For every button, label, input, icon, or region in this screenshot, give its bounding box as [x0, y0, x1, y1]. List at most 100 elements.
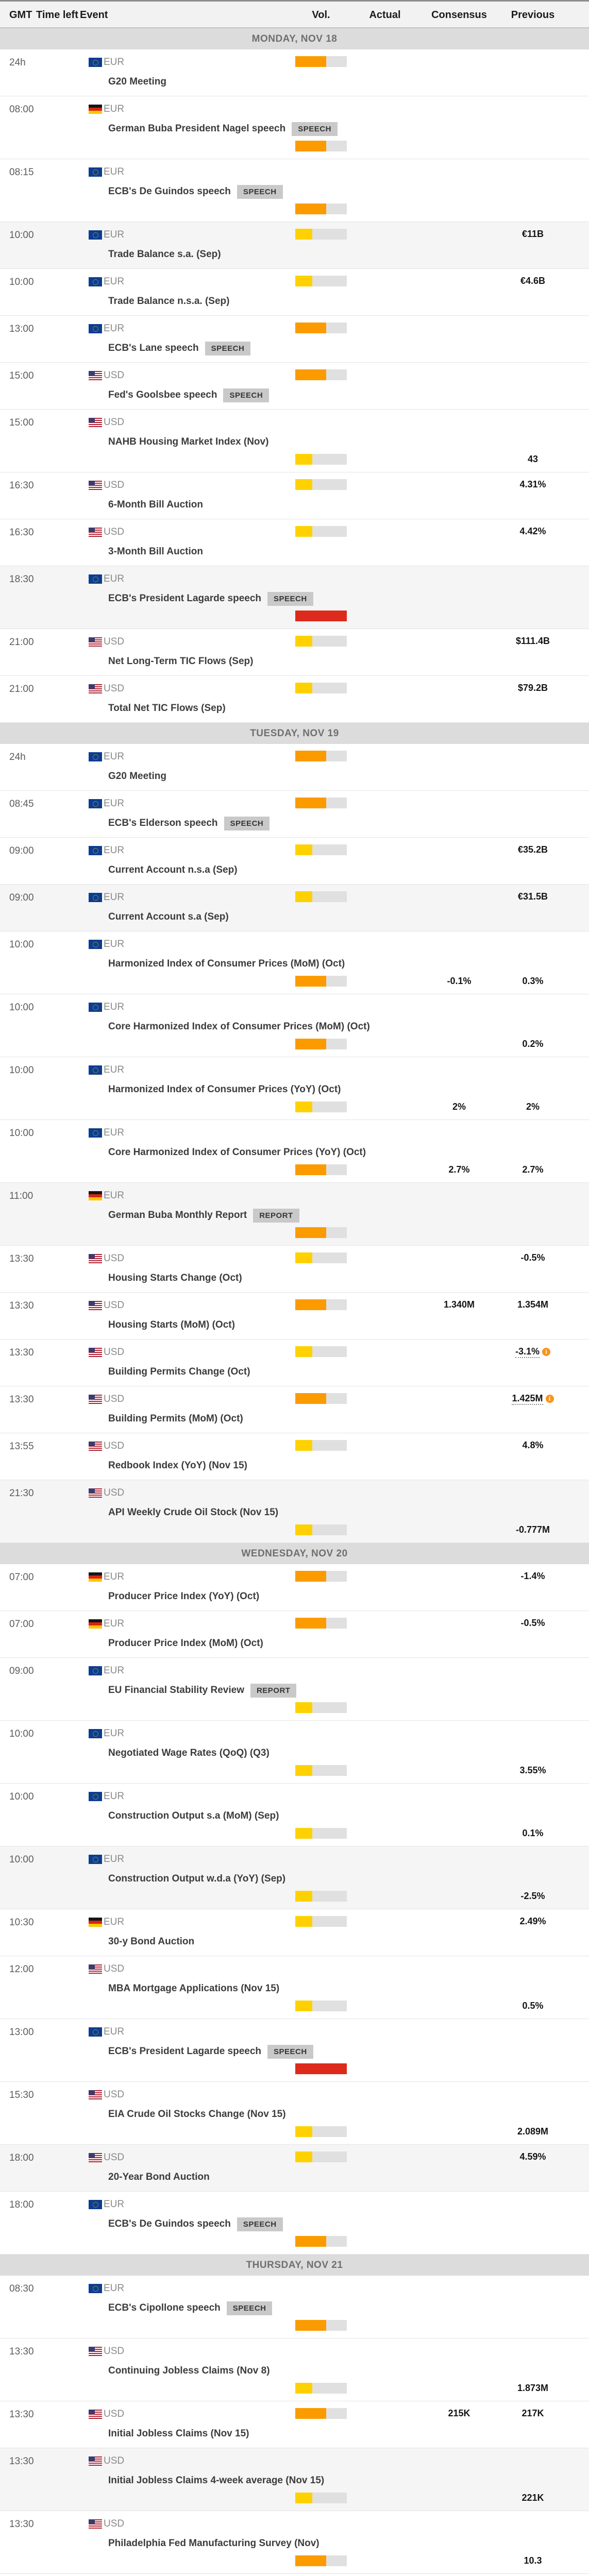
- event-name[interactable]: Current Account s.a (Sep): [108, 911, 229, 922]
- event-name[interactable]: ECB's De Guindos speech: [108, 2218, 231, 2229]
- event-name[interactable]: Core Harmonized Index of Consumer Prices…: [108, 1147, 366, 1158]
- event-row: 12:00 USD MBA Mortgage Applications (Nov 1…: [0, 1956, 589, 2019]
- row-values: 2.7% 2.7%: [0, 1164, 589, 1176]
- event-name[interactable]: ECB's Lane speech: [108, 343, 199, 353]
- event-name[interactable]: API Weekly Crude Oil Stock (Nov 15): [108, 1507, 279, 1518]
- speech-badge: SPEECH: [292, 122, 338, 136]
- event-name[interactable]: Net Long-Term TIC Flows (Sep): [108, 656, 254, 667]
- event-name[interactable]: G20 Meeting: [108, 76, 166, 87]
- event-row: 10:00 EUR Construction Output w.d.a (YoY) …: [0, 1846, 589, 1909]
- currency-line: USD: [89, 1963, 589, 1975]
- us-flag-icon: [89, 2456, 102, 2466]
- event-name[interactable]: Redbook Index (YoY) (Nov 15): [108, 1460, 247, 1471]
- event-row: 09:00 EUR EU Financial Stability Review REP…: [0, 1658, 589, 1721]
- event-name[interactable]: ECB's President Lagarde speech: [108, 2046, 262, 2057]
- currency-label: USD: [104, 1347, 125, 1358]
- row-values: 2% 2%: [0, 1101, 589, 1113]
- event-name[interactable]: Producer Price Index (MoM) (Oct): [108, 1638, 263, 1649]
- currency-line: USD: [89, 2518, 589, 2530]
- event-name[interactable]: EU Financial Stability Review: [108, 1685, 244, 1696]
- currency-line: USD: [89, 1252, 589, 1265]
- event-name[interactable]: Harmonized Index of Consumer Prices (MoM…: [108, 958, 345, 969]
- event-name[interactable]: Initial Jobless Claims 4-week average (N…: [108, 2475, 325, 2486]
- currency-line: EUR: [89, 751, 589, 763]
- previous-value: -2.5%: [520, 1891, 545, 1901]
- volatility-bar: [295, 2151, 347, 2162]
- report-badge: REPORT: [253, 1208, 299, 1223]
- volatility-fill: [295, 798, 326, 808]
- event-title-line: MBA Mortgage Applications (Nov 15): [108, 1981, 589, 1996]
- row-values: 0.2%: [0, 1039, 589, 1050]
- us-flag-icon: [89, 418, 102, 427]
- info-icon[interactable]: i: [542, 1348, 551, 1356]
- event-time: 13:30: [9, 1300, 34, 1311]
- event-name[interactable]: Housing Starts Change (Oct): [108, 1273, 242, 1283]
- previous-value-text[interactable]: -3.1%: [515, 1346, 540, 1358]
- event-name[interactable]: Philadelphia Fed Manufacturing Survey (N…: [108, 2538, 319, 2549]
- volatility-bar: [295, 2236, 347, 2247]
- event-name[interactable]: ECB's President Lagarde speech: [108, 593, 262, 604]
- previous-value: 2.7%: [522, 1164, 544, 1175]
- event-name[interactable]: Current Account n.s.a (Sep): [108, 865, 238, 875]
- event-name[interactable]: Harmonized Index of Consumer Prices (YoY…: [108, 1084, 341, 1095]
- volatility-bar: [295, 976, 347, 987]
- event-row: 10:00 EUR Core Harmonized Index of Consume…: [0, 994, 589, 1057]
- us-flag-icon: [89, 528, 102, 537]
- day-separator: WEDNESDAY, NOV 20: [0, 1543, 589, 1564]
- row-values: $79.2B: [0, 683, 589, 694]
- event-name[interactable]: EIA Crude Oil Stocks Change (Nov 15): [108, 2109, 286, 2120]
- event-row: 21:30 USD API Weekly Crude Oil Stock (Nov …: [0, 1480, 589, 1543]
- event-name[interactable]: ECB's De Guindos speech: [108, 186, 231, 197]
- previous-value-text[interactable]: 1.425M: [512, 1393, 543, 1405]
- row-values: -2.5%: [0, 1891, 589, 1902]
- event-time: 24h: [9, 57, 26, 68]
- event-row: 08:00 EUR German Buba President Nagel spee…: [0, 96, 589, 159]
- event-name[interactable]: NAHB Housing Market Index (Nov): [108, 436, 269, 447]
- volatility-fill: [295, 229, 312, 240]
- event-name[interactable]: Building Permits (MoM) (Oct): [108, 1413, 243, 1424]
- event-name[interactable]: G20 Meeting: [108, 771, 166, 782]
- event-name[interactable]: ECB's Cipollone speech: [108, 2302, 221, 2313]
- event-name[interactable]: Trade Balance s.a. (Sep): [108, 249, 221, 260]
- event-name[interactable]: German Buba President Nagel speech: [108, 123, 286, 134]
- event-time: 15:00: [9, 417, 34, 428]
- event-name[interactable]: 3-Month Bill Auction: [108, 546, 203, 557]
- event-name[interactable]: Fed's Goolsbee speech: [108, 389, 217, 400]
- event-name[interactable]: ECB's Elderson speech: [108, 818, 218, 828]
- event-name[interactable]: Initial Jobless Claims (Nov 15): [108, 2428, 249, 2439]
- event-name[interactable]: MBA Mortgage Applications (Nov 15): [108, 1983, 280, 1994]
- event-name[interactable]: Housing Starts (MoM) (Oct): [108, 1319, 235, 1330]
- volatility-bar: [295, 276, 347, 286]
- event-name[interactable]: Total Net TIC Flows (Sep): [108, 703, 226, 714]
- event-time: 13:30: [9, 2409, 34, 2420]
- event-name[interactable]: 6-Month Bill Auction: [108, 499, 203, 510]
- event-name[interactable]: Negotiated Wage Rates (QoQ) (Q3): [108, 1748, 270, 1758]
- currency-line: EUR: [89, 891, 589, 904]
- volatility-fill: [295, 2151, 312, 2162]
- event-name[interactable]: German Buba Monthly Report: [108, 1210, 247, 1221]
- event-name[interactable]: Trade Balance n.s.a. (Sep): [108, 296, 230, 307]
- info-icon[interactable]: i: [545, 1395, 554, 1403]
- event-row: 10:00 EUR Construction Output s.a (MoM) (S…: [0, 1784, 589, 1846]
- event-name[interactable]: 20-Year Bond Auction: [108, 2172, 210, 2182]
- currency-line: EUR: [89, 1790, 589, 1803]
- event-name[interactable]: Building Permits Change (Oct): [108, 1366, 250, 1377]
- event-title-line: ECB's President Lagarde speech SPEECH: [108, 591, 589, 606]
- volatility-fill: [295, 2126, 312, 2137]
- volatility-bar: [295, 1916, 347, 1927]
- de-flag-icon: [89, 1191, 102, 1200]
- event-name[interactable]: Core Harmonized Index of Consumer Prices…: [108, 1021, 370, 1032]
- volatility-fill: [295, 751, 326, 761]
- volatility-fill: [295, 1524, 312, 1535]
- volatility-fill: [295, 204, 326, 214]
- volatility-fill: [295, 976, 326, 987]
- event-name[interactable]: Producer Price Index (YoY) (Oct): [108, 1591, 260, 1602]
- event-time: 12:00: [9, 1964, 34, 1975]
- event-name[interactable]: 30-y Bond Auction: [108, 1936, 195, 1947]
- volatility-fill: [295, 526, 312, 537]
- event-name[interactable]: Continuing Jobless Claims (Nov 8): [108, 2365, 270, 2376]
- speech-badge: SPEECH: [237, 2217, 283, 2231]
- event-time: 15:00: [9, 370, 34, 381]
- event-name[interactable]: Construction Output s.a (MoM) (Sep): [108, 1810, 279, 1821]
- event-name[interactable]: Construction Output w.d.a (YoY) (Sep): [108, 1873, 286, 1884]
